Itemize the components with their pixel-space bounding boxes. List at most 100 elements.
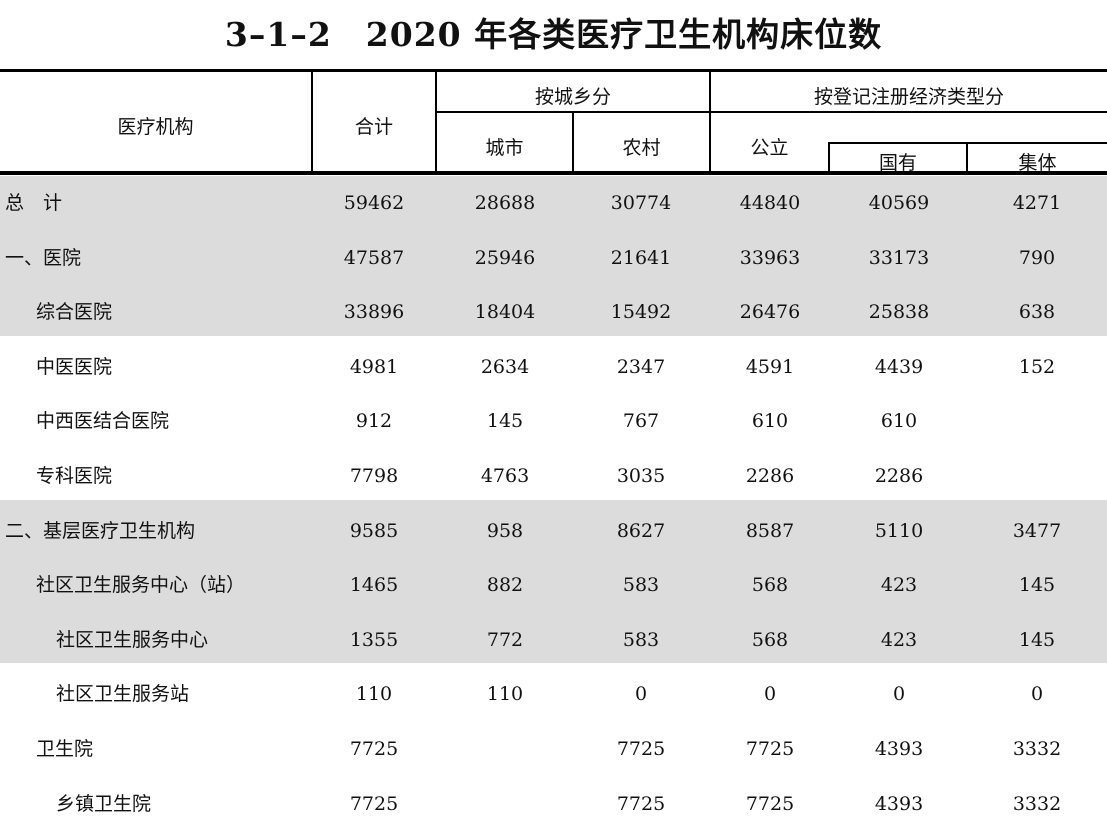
header-by-registration: 按登记注册经济类型分 — [813, 86, 1004, 108]
institution-name: 社区卫生服务站 — [56, 683, 190, 706]
city-cell: 958 — [486, 519, 524, 542]
state-owned-cell: 40569 — [868, 192, 930, 214]
state-owned-cell: 0 — [892, 683, 906, 706]
total-cell: 7725 — [349, 738, 399, 760]
institution-name: 卫生院 — [36, 738, 94, 760]
city-cell: 2634 — [480, 355, 530, 378]
header-divider-1 — [311, 71, 313, 173]
rural-cell: 767 — [622, 410, 660, 433]
header-by-area: 按城乡分 — [534, 86, 611, 108]
header-divider-3 — [572, 112, 574, 173]
city-cell: 28688 — [474, 192, 536, 214]
table-row: 卫生院 7725 7725 7725 4393 3332 — [0, 722, 1107, 777]
total-cell: 110 — [355, 683, 393, 706]
institution-name: 乡镇卫生院 — [56, 792, 152, 815]
header-bottom-rule — [0, 171, 1107, 175]
collective-cell — [977, 449, 1097, 504]
public-cell: 568 — [751, 574, 789, 597]
institution-name: 专科医院 — [36, 465, 113, 487]
state-owned-cell: 5110 — [874, 519, 924, 542]
table-row: 乡镇卫生院 7725 7725 7725 4393 3332 — [0, 777, 1107, 832]
state-owned-cell: 610 — [880, 410, 918, 433]
total-cell: 4981 — [349, 355, 399, 378]
public-cell: 8587 — [745, 519, 795, 542]
city-cell — [445, 722, 565, 777]
shaded-band-middle — [0, 500, 1107, 663]
state-owned-cell: 25838 — [868, 301, 930, 324]
public-cell: 610 — [751, 410, 789, 433]
state-owned-cell: 2286 — [874, 465, 924, 487]
rural-cell: 8627 — [616, 519, 666, 542]
header-institution: 医疗机构 — [117, 116, 194, 138]
city-cell — [445, 777, 565, 832]
registration-group-rule — [709, 111, 1107, 113]
institution-name: 综合医院 — [36, 301, 113, 324]
table-row: 综合医院 33896 18404 15492 26476 25838 638 — [0, 285, 1107, 340]
public-cell: 2286 — [745, 465, 795, 487]
collective-cell: 0 — [1030, 683, 1044, 706]
state-owned-cell: 33173 — [868, 246, 930, 269]
total-cell: 912 — [355, 410, 393, 433]
table-row: 二、基层医疗卫生机构 9585 958 8627 8587 5110 3477 — [0, 504, 1107, 559]
table-row: 社区卫生服务站 110 110 0 0 0 0 — [0, 667, 1107, 722]
collective-cell — [977, 394, 1097, 449]
header-total: 合计 — [354, 116, 393, 138]
header-state-owned: 国有 — [878, 152, 917, 174]
institution-name: 中西医结合医院 — [36, 410, 170, 433]
rural-cell: 7725 — [616, 738, 666, 760]
total-cell: 33896 — [343, 301, 405, 324]
header-collective: 集体 — [1018, 152, 1057, 174]
collective-cell: 3477 — [1012, 519, 1062, 542]
table-row: 中医医院 4981 2634 2347 4591 4439 152 — [0, 340, 1107, 395]
institution-name: 中医医院 — [36, 355, 113, 378]
city-cell: 882 — [486, 574, 524, 597]
collective-cell: 3332 — [1012, 792, 1062, 815]
total-cell: 7725 — [349, 792, 399, 815]
state-owned-cell: 423 — [880, 628, 918, 651]
header-divider-6 — [966, 143, 968, 173]
state-owned-cell: 4393 — [874, 738, 924, 760]
table-row: 社区卫生服务中心（站） 1465 882 583 568 423 145 — [0, 558, 1107, 613]
header-divider-4 — [709, 71, 711, 173]
shaded-band-top — [0, 176, 1107, 336]
institution-name: 社区卫生服务中心 — [56, 628, 209, 651]
total-cell: 9585 — [349, 519, 399, 542]
collective-cell: 4271 — [1012, 192, 1062, 214]
table-row: 总 计 59462 28688 30774 44840 40569 4271 — [0, 176, 1107, 231]
collective-cell: 638 — [1018, 301, 1056, 324]
collective-cell: 790 — [1018, 246, 1056, 269]
state-owned-cell: 4439 — [874, 355, 924, 378]
header-divider-5 — [828, 143, 830, 173]
institution-name: 总 计 — [5, 192, 63, 214]
public-cell: 26476 — [739, 301, 801, 324]
institution-name: 社区卫生服务中心（站） — [36, 574, 246, 597]
header-public: 公立 — [750, 137, 789, 159]
city-cell: 18404 — [474, 301, 536, 324]
rural-cell: 583 — [622, 574, 660, 597]
rural-cell: 2347 — [616, 355, 666, 378]
public-cell: 7725 — [745, 738, 795, 760]
collective-cell: 152 — [1018, 355, 1056, 378]
city-cell: 4763 — [480, 465, 530, 487]
header-top-rule — [0, 69, 1107, 72]
rural-cell: 7725 — [616, 792, 666, 815]
state-owned-cell: 4393 — [874, 792, 924, 815]
table-row: 一、医院 47587 25946 21641 33963 33173 790 — [0, 231, 1107, 286]
public-cell: 44840 — [739, 192, 801, 214]
public-cell: 0 — [763, 683, 777, 706]
total-cell: 47587 — [343, 246, 405, 269]
header-rural: 农村 — [622, 137, 661, 159]
institution-name: 一、医院 — [5, 246, 82, 269]
rural-cell: 0 — [634, 683, 648, 706]
city-cell: 145 — [486, 410, 524, 433]
rural-cell: 21641 — [610, 246, 672, 269]
table-title: 3–1–2 2020 年各类医疗卫生机构床位数 — [224, 15, 883, 54]
public-cell: 33963 — [739, 246, 801, 269]
city-cell: 110 — [486, 683, 524, 706]
total-cell: 7798 — [349, 465, 399, 487]
rural-cell: 15492 — [610, 301, 672, 324]
rural-cell: 583 — [622, 628, 660, 651]
table-row: 社区卫生服务中心 1355 772 583 568 423 145 — [0, 613, 1107, 668]
public-cell: 4591 — [745, 355, 795, 378]
header-divider-2 — [435, 71, 437, 173]
